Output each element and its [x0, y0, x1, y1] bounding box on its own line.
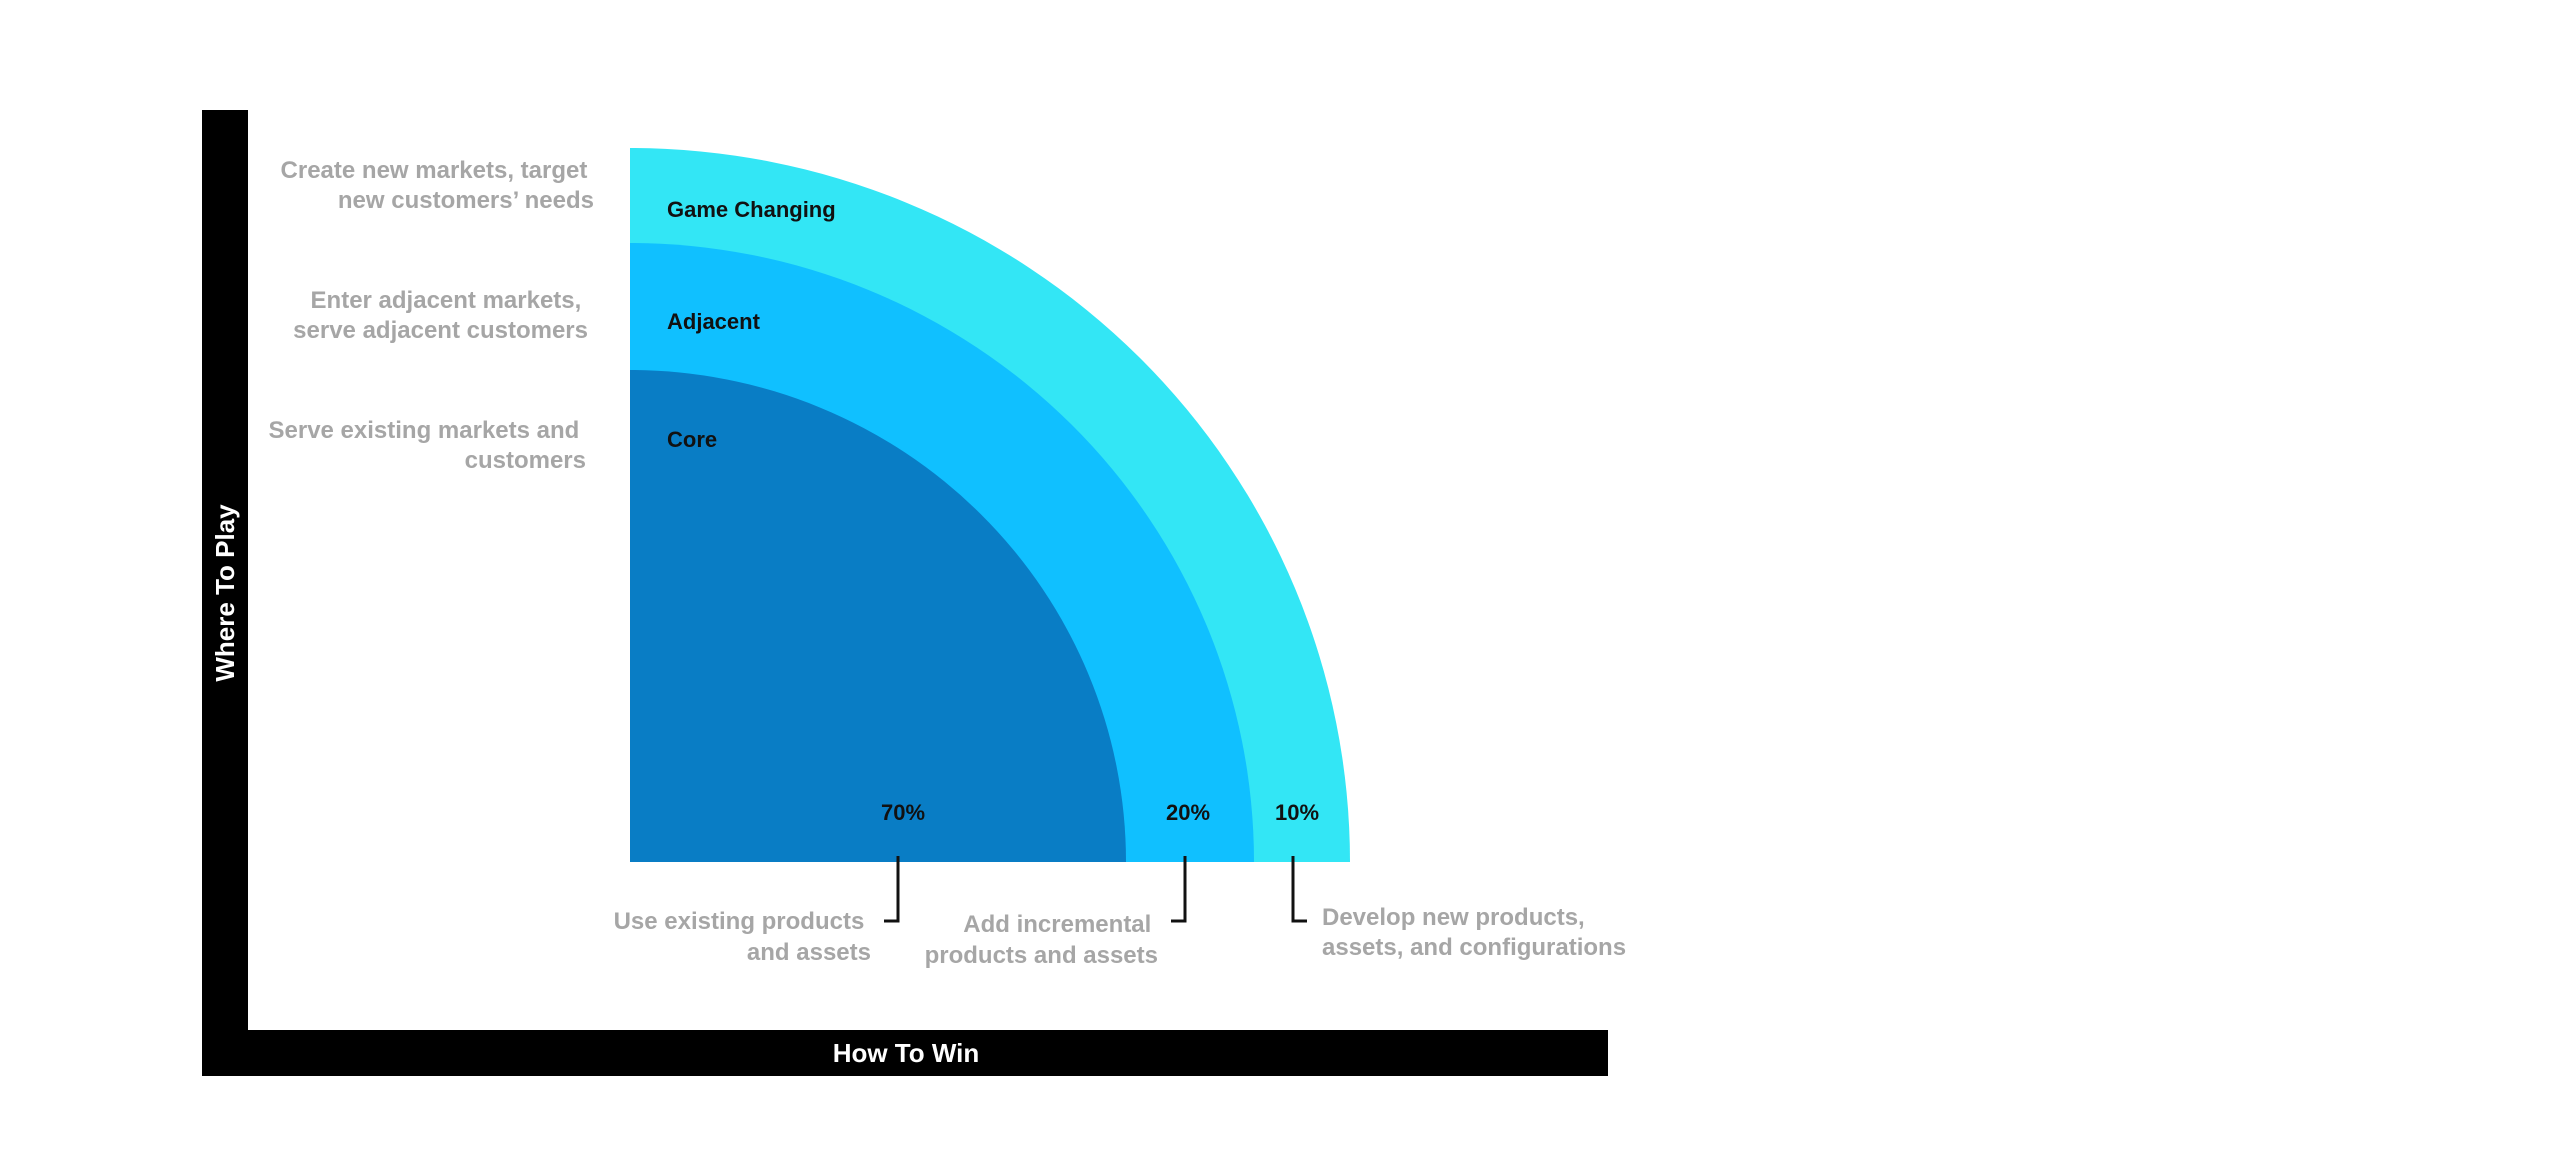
- connector-adjacent: [1171, 856, 1187, 923]
- how-desc-core: Use existing products and assets: [614, 908, 871, 966]
- percent-label-game-changing: 10%: [1275, 800, 1319, 825]
- y-axis-bar: [202, 110, 248, 1076]
- where-desc-adjacent: Enter adjacent markets, serve adjacent c…: [293, 287, 588, 344]
- ring-core: [630, 370, 1126, 862]
- how-desc-adjacent: Add incremental products and assets: [925, 911, 1158, 969]
- x-axis-title: How To Win: [833, 1038, 980, 1068]
- percent-label-core: 70%: [881, 800, 925, 825]
- connector-game-changing: [1291, 856, 1307, 923]
- x-axis-bar: [202, 1030, 1608, 1076]
- percent-label-adjacent: 20%: [1166, 800, 1210, 825]
- ring-label-core: Core: [667, 427, 717, 452]
- ring-label-game-changing: Game Changing: [667, 197, 836, 222]
- connector-core: [884, 856, 900, 923]
- how-desc-game-changing: Develop new products, assets, and config…: [1322, 904, 1626, 961]
- where-desc-core: Serve existing markets and customers: [269, 417, 587, 474]
- where-desc-game-changing: Create new markets, target new customers…: [281, 157, 594, 214]
- y-axis-title: Where To Play: [210, 504, 240, 682]
- ring-label-adjacent: Adjacent: [667, 309, 761, 334]
